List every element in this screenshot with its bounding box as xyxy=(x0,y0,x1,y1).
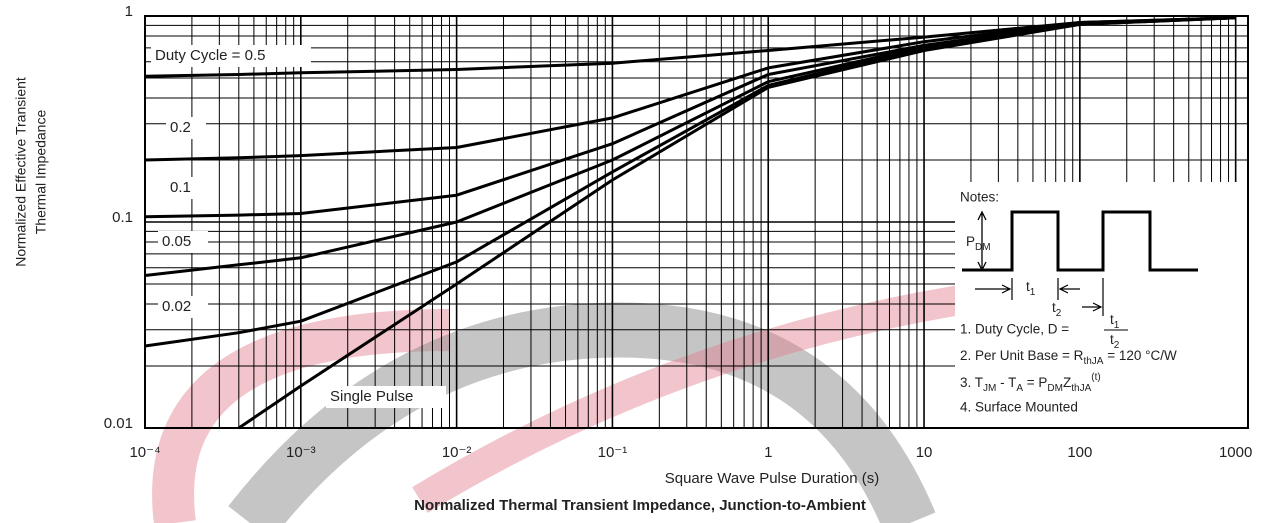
notes-heading: Notes: xyxy=(960,190,999,205)
note-item: 3. TJM - TA = PDMZthJA(t) xyxy=(960,372,1101,394)
fraction-bottom: t2 xyxy=(1110,332,1120,351)
arrow xyxy=(975,278,1080,300)
y-axis-label: Thermal Impedance xyxy=(33,110,49,235)
t2-label: t2 xyxy=(1052,300,1062,319)
text: 2 xyxy=(1056,308,1062,319)
notes: Notes: PDM t1 t2 1. Duty Cycle, D = t1 t… xyxy=(955,182,1247,427)
text: DM xyxy=(975,242,991,253)
label-bg xyxy=(326,386,446,408)
fraction-top: t1 xyxy=(1110,312,1120,331)
text: 1 xyxy=(1114,320,1120,331)
chart-title: Normalized Thermal Transient Impedance, … xyxy=(414,497,866,514)
watermark-arc xyxy=(152,309,451,523)
series-label: 0.05 xyxy=(162,233,191,250)
plot-frame xyxy=(144,15,1249,429)
pulse-wave xyxy=(962,210,1198,272)
text: t xyxy=(1052,300,1056,315)
y-axis-label: Normalized Effective Transient xyxy=(13,77,29,267)
x-tick-label: 10 xyxy=(916,444,933,461)
text: (t) xyxy=(1091,372,1100,383)
arrow xyxy=(1082,278,1104,316)
y-tick-label: 0.1 xyxy=(112,209,133,226)
y-tick-label: 0.01 xyxy=(104,415,133,432)
x-tick-label: 10⁻³ xyxy=(286,444,316,461)
text: 1 xyxy=(1030,287,1036,298)
text: DM xyxy=(1047,383,1063,394)
note-item: 2. Per Unit Base = RthJA = 120 °C/W xyxy=(960,348,1177,367)
note-item: 1. Duty Cycle, D = xyxy=(960,322,1069,337)
series-label: 0.02 xyxy=(162,298,191,315)
label-bg xyxy=(166,177,206,199)
text: = 120 °C/W xyxy=(1103,348,1177,363)
label-bg xyxy=(166,117,206,139)
text: = P xyxy=(1023,375,1047,390)
series-line xyxy=(144,16,1236,78)
plot: Duty Cycle = 0.5 0.2 0.1 0.05 0.02 Single Pul… xyxy=(144,16,1236,430)
text: - T xyxy=(996,375,1016,390)
text: t xyxy=(1110,312,1114,327)
text: Z xyxy=(1063,375,1071,390)
text: A xyxy=(1016,383,1023,394)
text: t xyxy=(1026,279,1030,294)
x-axis-label: Square Wave Pulse Duration (s) xyxy=(665,470,880,487)
series-label: Duty Cycle = 0.5 xyxy=(155,47,265,64)
x-tick-label: 10⁻² xyxy=(442,444,472,461)
series-label: Single Pulse xyxy=(330,388,413,405)
label-bg xyxy=(151,45,311,67)
note-item: 4. Surface Mounted xyxy=(960,400,1078,415)
x-tick-label: 10⁻¹ xyxy=(598,444,628,461)
text: 3. T xyxy=(960,375,983,390)
text: 2. Per Unit Base = R xyxy=(960,348,1084,363)
label-bg xyxy=(158,231,208,253)
x-tick-label: 1 xyxy=(764,444,772,461)
series-label: 0.2 xyxy=(170,119,191,136)
text: thJA xyxy=(1083,356,1103,367)
text: thJA xyxy=(1071,383,1091,394)
t1-label: t1 xyxy=(1026,279,1036,298)
x-tick-label: 1000 xyxy=(1219,444,1252,461)
text: JM xyxy=(983,383,996,394)
watermark xyxy=(152,275,1032,523)
pdm-label: PDM xyxy=(966,234,991,253)
x-tick-label: 10⁻⁴ xyxy=(129,444,160,461)
series-line xyxy=(144,16,1236,162)
arrow xyxy=(977,210,987,272)
label-bg xyxy=(158,296,208,318)
series-label: 0.1 xyxy=(170,179,191,196)
text: 2 xyxy=(1114,340,1120,351)
series-line xyxy=(237,16,1236,430)
notes-box xyxy=(955,182,1247,427)
text: P xyxy=(966,234,975,249)
y-tick-label: 1 xyxy=(125,3,133,20)
text: t xyxy=(1110,332,1114,347)
grid xyxy=(144,15,1249,429)
x-tick-label: 100 xyxy=(1067,444,1092,461)
